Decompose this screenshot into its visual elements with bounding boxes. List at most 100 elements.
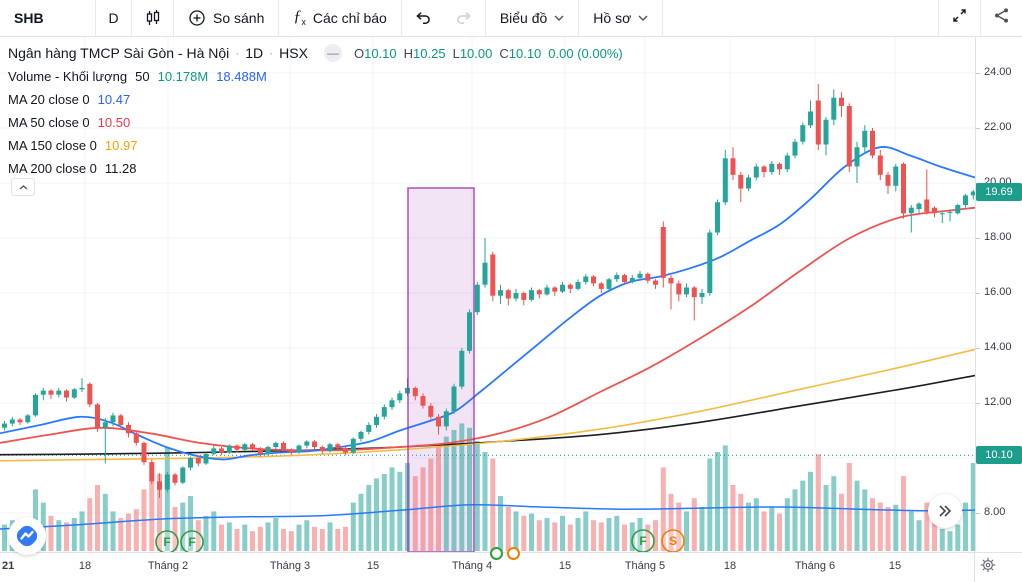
chart-menu-label: Biểu đồ — [499, 10, 548, 26]
undo-button[interactable] — [402, 0, 444, 36]
toolbar: SHB D So sánh ƒx Các chỉ báo — [0, 0, 1022, 37]
profile-menu-button[interactable]: Hồ sơ — [579, 0, 664, 36]
ma150-label: MA 150 close 0 — [8, 137, 97, 153]
volume-ma-value: 18.488M — [216, 68, 267, 84]
ma-line-ma20 — [0, 146, 975, 461]
axis-corner-divider — [974, 553, 975, 582]
svg-text:F: F — [639, 534, 646, 548]
platform-logo[interactable] — [8, 517, 46, 555]
symbol-name: Ngân hàng TMCP Sài Gòn - Hà Nội — [8, 45, 230, 61]
time-tick-label: 15 — [366, 560, 380, 572]
price-tick-mark — [976, 347, 980, 349]
fullscreen-button[interactable] — [938, 0, 980, 36]
double-chevron-right-icon — [939, 505, 952, 517]
share-button[interactable] — [980, 0, 1022, 36]
time-tick-label: Tháng 5 — [624, 560, 666, 572]
price-tick-label: 14.00 — [984, 341, 1012, 353]
legend-exchange: HSX — [279, 45, 308, 61]
volume-value: 10.178M — [157, 68, 209, 84]
price-tick-label: 16.00 — [984, 286, 1012, 298]
volume-ma-line — [0, 503, 975, 530]
axis-settings-button[interactable] — [979, 556, 997, 574]
ma150-value: 10.97 — [104, 137, 138, 153]
compare-button[interactable]: So sánh — [174, 0, 280, 36]
ma200-value: 11.28 — [104, 160, 137, 176]
price-label-badge: 19.69 — [976, 182, 1022, 201]
price-tick-mark — [976, 512, 980, 514]
volume-legend-row[interactable]: Volume - Khối lượng 50 10.178M 18.488M — [8, 65, 623, 87]
compare-label: So sánh — [213, 10, 265, 26]
indicators-label: Các chỉ báo — [312, 10, 387, 26]
undo-icon — [414, 9, 432, 27]
chevron-down-icon — [554, 15, 564, 21]
axis-event-marker[interactable] — [489, 547, 503, 560]
gear-icon — [980, 557, 996, 573]
ma50-legend-row[interactable]: MA 50 close 0 10.50 — [8, 111, 623, 133]
price-tick-mark — [976, 237, 980, 239]
volume-label: Volume - Khối lượng — [8, 68, 128, 84]
time-tick-label: Tháng 4 — [451, 560, 493, 572]
time-tick-label: 15 — [888, 560, 902, 572]
price-tick-mark — [976, 402, 980, 404]
time-tick-label: Tháng 6 — [794, 560, 836, 572]
highlight-zone-border — [407, 187, 475, 552]
ma50-value: 10.50 — [97, 114, 131, 130]
profile-menu-label: Hồ sơ — [593, 10, 632, 26]
time-tick-label: 18 — [78, 560, 92, 572]
price-tick-label: 8.00 — [984, 506, 1006, 518]
time-tick-label: Tháng 2 — [147, 560, 189, 572]
logo-icon — [16, 525, 38, 547]
high-value: 10.25 — [413, 45, 446, 61]
price-tick-mark — [976, 127, 980, 129]
compare-icon — [188, 9, 206, 27]
legend-separator: · — [235, 46, 240, 60]
time-axis[interactable]: 21 18 Tháng 2 Tháng 3 15 Tháng 4 15 Tháng 5 18 Th… — [0, 547, 1022, 582]
svg-text:S: S — [669, 534, 677, 548]
ma150-legend-row[interactable]: MA 150 close 0 10.97 — [8, 134, 623, 156]
chart-type-button[interactable] — [132, 0, 174, 36]
price-tick-mark — [976, 72, 980, 74]
time-tick-label: Tháng 3 — [269, 560, 311, 572]
change-value: 0.00 (0.00%) — [548, 45, 623, 61]
price-tick-label: 12.00 — [984, 396, 1012, 408]
redo-button[interactable] — [444, 0, 486, 36]
ma-overlay-ma150 — [0, 348, 975, 462]
indicators-button[interactable]: ƒx Các chỉ báo — [279, 0, 402, 36]
price-tick-label: 18.00 — [984, 231, 1012, 243]
candles — [2, 84, 975, 498]
share-icon — [993, 7, 1010, 29]
legend-interval: 1D — [245, 45, 264, 61]
collapse-legend-button[interactable] — [11, 178, 35, 196]
price-label-badge: 10.10 — [976, 446, 1022, 465]
close-value: 10.10 — [508, 45, 542, 61]
ma20-label: MA 20 close 0 — [8, 91, 90, 107]
legend-separator: · — [269, 46, 274, 60]
time-tick-label: 18 — [723, 560, 737, 572]
candlestick-style-icon — [144, 9, 162, 27]
interval-label: D — [108, 10, 119, 26]
time-tick-label: 21 — [2, 560, 15, 572]
ma-line-ma50 — [0, 206, 975, 452]
chart-menu-button[interactable]: Biểu đồ — [486, 0, 580, 36]
svg-text:F: F — [188, 535, 195, 549]
ma200-legend-row[interactable]: MA 200 close 0 11.28 — [8, 157, 623, 179]
axis-event-marker[interactable] — [506, 547, 520, 560]
time-tick-label: 15 — [558, 560, 572, 572]
ma-line-ma150 — [0, 348, 975, 462]
chevron-up-icon — [19, 184, 27, 189]
price-axis[interactable]: 24.0022.0020.0018.0016.0014.0012.0010.00… — [975, 36, 1022, 552]
collapse-symbol-chip[interactable]: — — [323, 44, 342, 62]
svg-text:F: F — [163, 535, 170, 549]
chevron-down-icon — [638, 15, 648, 21]
price-tick-mark — [976, 292, 980, 294]
symbol-legend-row[interactable]: Ngân hàng TMCP Sài Gòn - Hà Nội · 1D · H… — [8, 42, 623, 64]
price-tick-label: 22.00 — [984, 121, 1012, 133]
scroll-to-latest-button[interactable] — [928, 494, 962, 528]
chart-legend: Ngân hàng TMCP Sài Gòn - Hà Nội · 1D · H… — [8, 42, 623, 179]
ma20-legend-row[interactable]: MA 20 close 0 10.47 — [8, 88, 623, 110]
interval-button[interactable]: D — [96, 0, 132, 36]
redo-icon — [455, 9, 473, 27]
symbol-search-button[interactable]: SHB — [0, 0, 96, 36]
open-value: 10.10 — [364, 45, 397, 61]
